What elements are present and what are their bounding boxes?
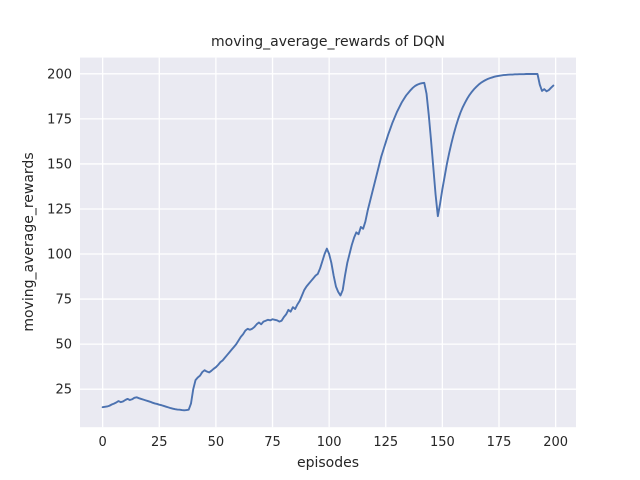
x-tick-label: 100: [317, 435, 342, 450]
y-tick-label: 200: [47, 67, 72, 82]
y-tick-label: 100: [47, 248, 72, 263]
x-tick-label: 75: [264, 435, 281, 450]
x-tick-label: 50: [208, 435, 225, 450]
y-tick-label: 50: [55, 338, 72, 353]
plot-background: [80, 57, 576, 428]
y-tick-label: 25: [55, 383, 72, 398]
y-tick-label: 75: [55, 293, 72, 308]
x-tick-label: 0: [99, 435, 107, 450]
y-tick-label: 150: [47, 157, 72, 172]
x-tick-label: 25: [151, 435, 168, 450]
y-tick-label: 125: [47, 202, 72, 217]
x-axis-label: episodes: [296, 455, 360, 471]
x-tick-label: 200: [543, 435, 568, 450]
x-tick-label: 125: [373, 435, 398, 450]
x-tick-label: 175: [487, 435, 512, 450]
y-axis-label: moving_average_rewards: [21, 152, 37, 332]
x-tick-label: 150: [430, 435, 455, 450]
reward-line: [101, 73, 555, 412]
chart-title: moving_average_rewards of DQN: [211, 34, 445, 50]
y-tick-label: 175: [47, 112, 72, 127]
